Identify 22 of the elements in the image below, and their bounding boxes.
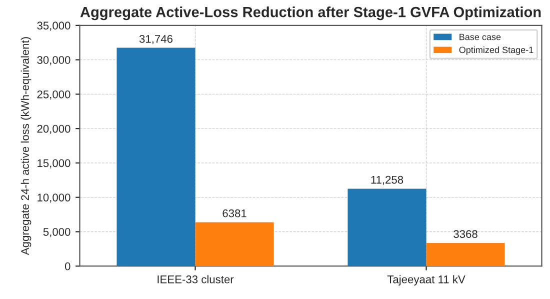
data-label: 11,258 (371, 176, 404, 186)
data-label: 31,746 (139, 34, 172, 44)
y-tick-label: 20,000 (37, 124, 70, 134)
y-axis-title: Aggregate 24-h active loss (kWh-equivalent) (20, 37, 32, 256)
chart-title: Aggregate Active-Loss Reduction after Stage-1 GVFA Optimization (80, 6, 541, 20)
y-tick-label: 5,000 (43, 228, 70, 238)
y-tick-label: 0 (64, 262, 70, 270)
legend-label: Base case (460, 34, 501, 40)
y-tick-label: 10,000 (38, 194, 70, 203)
y-tick-label: 15,000 (38, 159, 70, 168)
x-tick-label: IEEE-33 cluster (158, 275, 234, 284)
data-label: 6381 (222, 209, 246, 218)
bar (348, 188, 426, 266)
y-tick-label: 35,000 (37, 22, 70, 31)
bar (116, 48, 196, 266)
x-tick-label: Tajeeyaat 11 kV (387, 275, 466, 286)
y-tick-label: 25,000 (37, 90, 70, 100)
data-label: 3368 (454, 230, 478, 238)
bar (195, 222, 274, 266)
bar (426, 242, 505, 266)
y-tick-label: 30,000 (37, 56, 70, 66)
legend-label: Optimized Stage-1 (459, 46, 534, 55)
